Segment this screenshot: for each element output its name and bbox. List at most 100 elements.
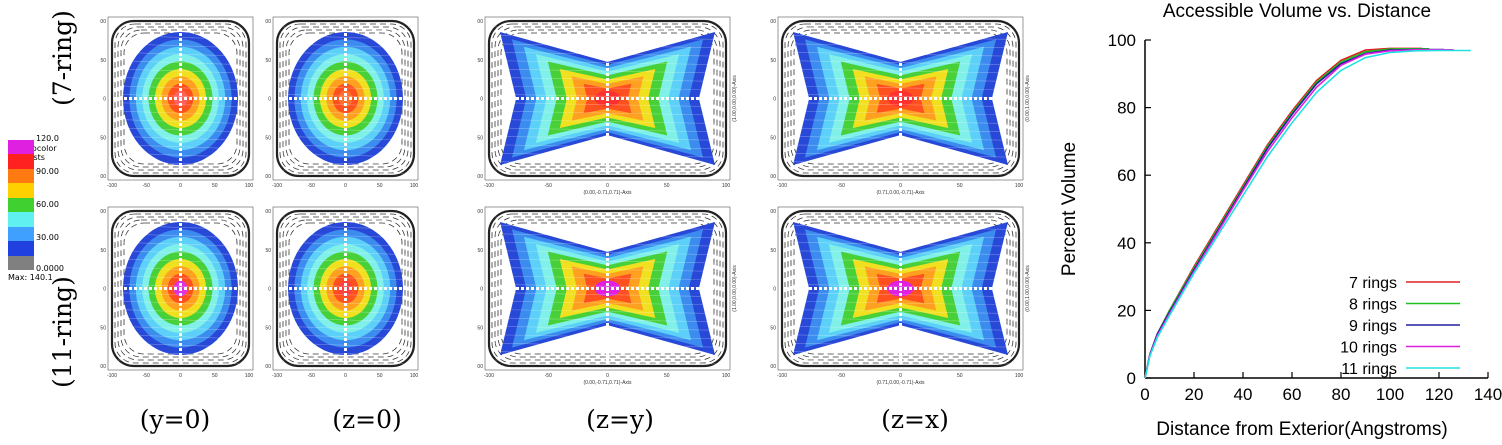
panel-y-tick-label: 50 [265, 58, 271, 64]
streamline-hatch [494, 144, 721, 150]
column-label-y0: (y=0) [139, 405, 211, 434]
streamline-hatch [282, 225, 409, 230]
panel-y-tick-label: -100 [477, 364, 483, 370]
streamline-hatch [282, 267, 409, 272]
panel-x-tick-label: -100 [107, 183, 117, 189]
series-line-10-rings [1144, 49, 1454, 379]
streamline-hatch [117, 317, 244, 323]
streamline-hatch [787, 43, 1014, 49]
streamline-hatch [494, 161, 721, 166]
x-tick-label: 20 [1185, 385, 1204, 404]
panel-x-tick-label: -50 [143, 373, 150, 379]
streamline-hatch [282, 241, 409, 247]
streamline-hatch [282, 351, 409, 356]
streamline-hatch [787, 68, 1014, 74]
streamline-hatch [117, 267, 244, 272]
column-label-z0: (z=0) [332, 405, 402, 434]
streamline-hatch [117, 275, 244, 281]
contour-panel-r1-c2: 100 50 0 -50 -100-100 -50 0 50 100 (0.00,-0.71,0.… [477, 206, 738, 386]
streamline-hatch [117, 233, 244, 239]
streamline-hatch [282, 60, 409, 65]
streamline-hatch [787, 51, 1014, 57]
streamline-hatch [494, 51, 721, 57]
streamline-hatch [117, 250, 244, 255]
streamline-hatch [117, 85, 244, 91]
row-label-7-ring: (7-ring) [48, 10, 77, 106]
panel-y-tick-label: 100 [477, 19, 483, 25]
y-tick-label: 40 [1117, 234, 1136, 253]
panel-y-tick-label: 50 [265, 248, 271, 254]
streamline-hatch [117, 169, 244, 175]
streamline-hatch [494, 136, 721, 141]
x-tick-label: 120 [1425, 385, 1453, 404]
panel-x-tick-label: 0 [344, 373, 347, 379]
streamline-hatch [787, 60, 1014, 65]
panel-x-tick-label: -50 [143, 183, 150, 189]
streamline-hatch [787, 351, 1014, 356]
streamline-hatch [117, 342, 244, 348]
streamline-hatch [282, 334, 409, 340]
panel-y-tick-label: -50 [477, 325, 483, 331]
legend-label: 11 rings [1341, 361, 1397, 378]
streamline-hatch [494, 127, 721, 133]
streamline-hatch [117, 283, 244, 289]
panel-y-tick-label: 0 [480, 97, 483, 103]
panel-y-tick-label: 100 [265, 209, 271, 215]
streamline-hatch [282, 250, 409, 255]
streamline-hatch [117, 161, 244, 166]
colorbar-swatch [8, 212, 34, 228]
streamline-hatch [787, 144, 1014, 150]
streamline-hatch [787, 250, 1014, 255]
streamline-hatch [117, 60, 244, 65]
streamline-hatch [117, 225, 244, 230]
streamline-hatch [494, 241, 721, 247]
contour-panel-r0-c0: 100 50 0 -50 -100-100 -50 0 50 100 [100, 16, 254, 189]
colorbar-tick-120: 120.0 [36, 134, 59, 143]
panel-x-tick-label: -100 [107, 373, 117, 379]
streamline-hatch [117, 93, 244, 99]
streamline-hatch [494, 275, 721, 281]
panel-x-tick-label: 100 [722, 373, 731, 379]
streamline-hatch [494, 35, 721, 40]
panel-y-tick-label: -100 [770, 364, 776, 370]
streamline-hatch [282, 26, 409, 32]
streamline-hatch [282, 110, 409, 116]
streamline-hatch [787, 225, 1014, 230]
streamline-hatch [494, 102, 721, 108]
panel-frame [777, 206, 1024, 371]
streamline-hatch [282, 43, 409, 49]
chart-xlabel: Distance from Exterior(Angstroms) [1156, 419, 1447, 440]
column-label-zy: (z=y) [586, 405, 654, 434]
streamline-hatch [787, 292, 1014, 298]
streamline-hatch [787, 267, 1014, 272]
outer-contour [110, 19, 251, 178]
streamline-hatch [494, 77, 721, 82]
colorbar-swatch [8, 255, 34, 271]
panel-x-tick-label: 50 [664, 373, 670, 379]
y-tick-label: 80 [1117, 99, 1136, 118]
panel-x-tick-label: 100 [1015, 183, 1024, 189]
panel-x-tick-label: 100 [245, 373, 254, 379]
legend-label: 7 rings [1349, 275, 1397, 292]
panel-y-tick-label: -50 [100, 325, 106, 331]
panel-y-tick-label: -50 [100, 135, 106, 141]
streamline-hatch [494, 258, 721, 264]
streamline-hatch [282, 51, 409, 57]
row-label-11-ring: (11-ring) [48, 276, 77, 388]
y-tick-label: 60 [1117, 166, 1136, 185]
panel-y-tick-label: -100 [265, 174, 271, 180]
panel-y-tick-label: -100 [770, 174, 776, 180]
streamline-hatch [282, 119, 409, 124]
streamline-hatch [117, 351, 244, 356]
contour-panel-r0-c1: 100 50 0 -50 -100-100 -50 0 50 100 [265, 16, 418, 189]
streamline-hatch [117, 216, 244, 222]
panel-frame [107, 16, 254, 181]
panel-x-tick-label: -100 [777, 373, 787, 379]
streamline-hatch [494, 300, 721, 306]
streamline-hatch [494, 119, 721, 124]
streamline-hatch [282, 68, 409, 74]
streamline-hatch [787, 77, 1014, 82]
streamline-hatch [117, 309, 244, 314]
streamline-hatch [282, 161, 409, 166]
colorbar-swatch [8, 241, 34, 257]
